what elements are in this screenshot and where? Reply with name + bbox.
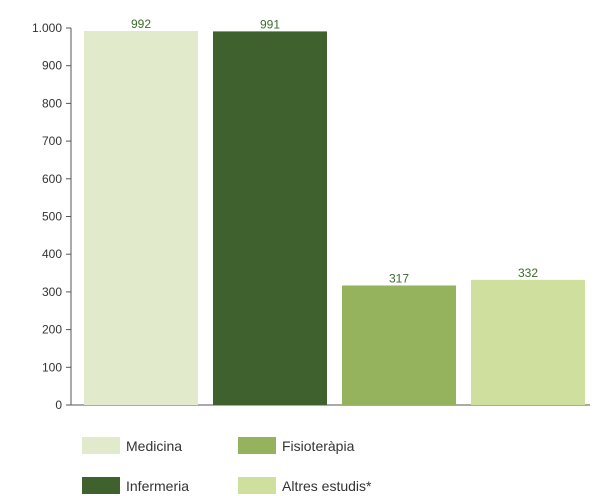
y-tick-label: 300	[42, 285, 62, 299]
bar-3	[471, 279, 585, 405]
bar-1	[213, 31, 327, 405]
y-tick-label: 200	[42, 323, 62, 337]
y-tick-label: 0	[55, 398, 62, 412]
y-tick-label: 100	[42, 360, 62, 374]
data-label-3: 332	[518, 266, 538, 280]
data-label-2: 317	[389, 271, 409, 285]
data-labels: 992 991 317 332	[131, 17, 538, 285]
bar-2	[342, 285, 456, 405]
data-label-0: 992	[131, 17, 151, 31]
data-label-1: 991	[260, 17, 280, 31]
bars	[84, 31, 585, 406]
y-tick-label: 800	[42, 96, 62, 110]
bar-0	[84, 31, 198, 406]
y-tick-label: 500	[42, 210, 62, 224]
y-tick-label: 700	[42, 134, 62, 148]
y-tick-label: 400	[42, 247, 62, 261]
y-axis: 0 100 200 300 400 500 600 700 800 900 1.000	[32, 21, 590, 412]
y-tick-label: 1.000	[32, 21, 62, 35]
y-tick-label: 600	[42, 172, 62, 186]
y-tick-label: 900	[42, 59, 62, 73]
